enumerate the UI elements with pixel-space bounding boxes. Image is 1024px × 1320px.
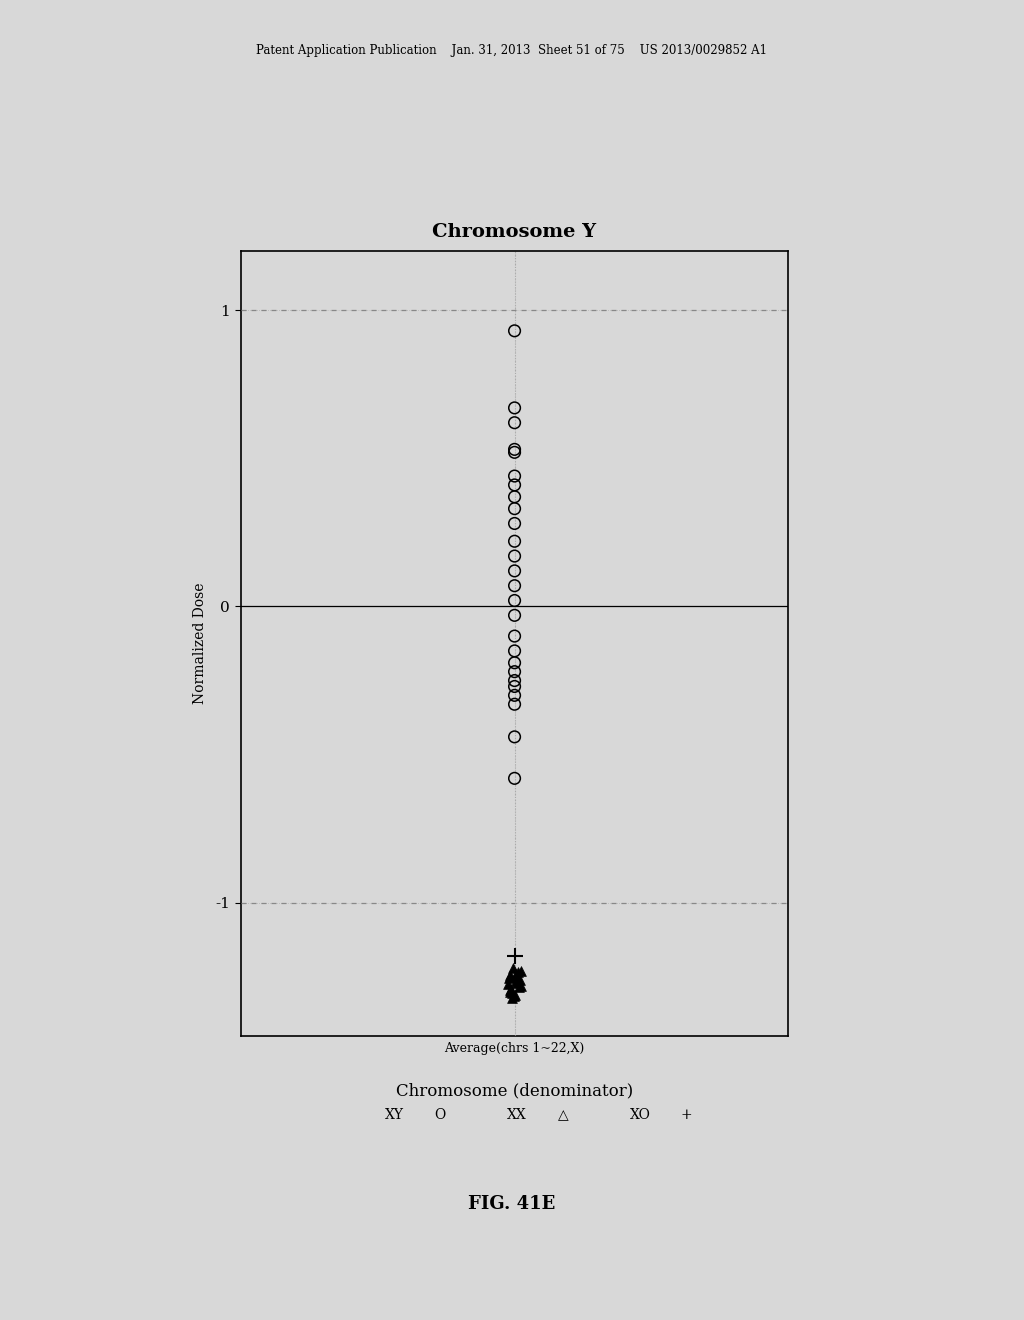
Point xyxy=(511,969,527,990)
Point xyxy=(502,979,518,1001)
Point xyxy=(506,442,522,463)
Point xyxy=(507,985,523,1006)
Point xyxy=(506,412,522,433)
Point xyxy=(508,970,524,991)
Point xyxy=(506,640,522,661)
Point xyxy=(500,974,516,995)
Point xyxy=(509,973,525,994)
Point xyxy=(506,531,522,552)
Point xyxy=(505,957,521,978)
Point xyxy=(506,576,522,597)
Point xyxy=(510,962,526,983)
Point xyxy=(506,560,522,581)
Point xyxy=(506,945,522,966)
Point xyxy=(502,965,518,986)
Point xyxy=(502,981,518,1002)
Point xyxy=(508,964,524,985)
Point xyxy=(503,978,519,999)
Text: +: + xyxy=(680,1109,692,1122)
Point xyxy=(506,685,522,706)
Text: XO: XO xyxy=(630,1109,650,1122)
Y-axis label: Normalized Dose: Normalized Dose xyxy=(193,582,207,705)
Point xyxy=(506,474,522,495)
Point xyxy=(506,590,522,611)
Text: △: △ xyxy=(558,1109,568,1122)
Point xyxy=(506,726,522,747)
Text: XX: XX xyxy=(507,1109,527,1122)
Point xyxy=(506,671,522,692)
Point xyxy=(506,466,522,487)
Point xyxy=(506,513,522,535)
Point xyxy=(506,626,522,647)
Point xyxy=(506,545,522,566)
Point xyxy=(506,321,522,342)
Text: Patent Application Publication    Jan. 31, 2013  Sheet 51 of 75    US 2013/00298: Patent Application Publication Jan. 31, … xyxy=(256,44,768,57)
Point xyxy=(506,661,522,682)
Point xyxy=(506,498,522,519)
X-axis label: Chromosome (denominator): Chromosome (denominator) xyxy=(396,1082,633,1100)
Point xyxy=(502,966,518,987)
Point xyxy=(506,486,522,507)
Text: FIG. 41E: FIG. 41E xyxy=(468,1195,556,1213)
Point xyxy=(511,977,527,998)
Point xyxy=(506,652,522,673)
Point xyxy=(501,968,517,989)
Point xyxy=(504,987,520,1008)
Point xyxy=(506,676,522,697)
Point xyxy=(506,768,522,789)
Point xyxy=(513,975,529,997)
Point xyxy=(506,986,522,1007)
Point xyxy=(506,438,522,459)
Text: XY: XY xyxy=(385,1109,403,1122)
Point xyxy=(504,982,520,1003)
Point xyxy=(506,694,522,715)
Point xyxy=(506,605,522,626)
Point xyxy=(506,397,522,418)
Point xyxy=(513,961,529,982)
Text: O: O xyxy=(435,1109,445,1122)
Title: Chromosome Y: Chromosome Y xyxy=(432,223,597,242)
